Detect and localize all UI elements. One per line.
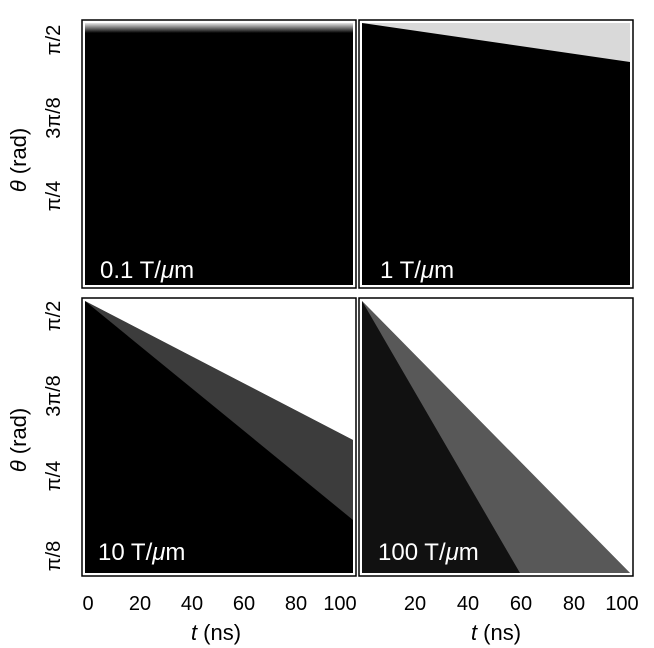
y-tick-label-bottom-pi-over-8: π/8 (43, 541, 65, 571)
panel-2-gray-wedge (85, 301, 353, 520)
x-tick-label-left-100: 100 (323, 593, 356, 615)
y-tick-label-bottom-pi-over-2: π/2 (43, 301, 65, 331)
x-tick-label-left-20: 20 (129, 593, 151, 615)
panel-3-label: 100 T/μm (378, 539, 479, 566)
y-tick-label-top-3pi-over-8: 3π/8 (43, 97, 65, 139)
panel-3-frame (358, 297, 634, 577)
y-axis-title-bottom: θ (rad) (6, 408, 31, 473)
panel-2: 10 T/μm (81, 297, 357, 577)
y-tick-label-bottom-3pi-over-8: 3π/8 (43, 375, 65, 417)
panel-0-heatmap (85, 23, 353, 285)
x-tick-label-right-80: 80 (563, 593, 585, 615)
y-tick-label-top-pi-over-4: π/4 (43, 181, 65, 211)
panel-2-frame (81, 297, 357, 577)
panel-1-frame (358, 19, 634, 289)
y-tick-label-bottom-pi-over-4: π/4 (43, 461, 65, 491)
panel-0: 0.1 T/μm (81, 19, 357, 289)
panel-1-heatmap (362, 23, 630, 285)
x-tick-label-left-0: 0 (82, 593, 93, 615)
x-tick-label-right-40: 40 (457, 593, 479, 615)
panel-0-frame (81, 19, 357, 289)
panel-1-label: 1 T/μm (380, 257, 454, 284)
x-tick-label-left-60: 60 (233, 593, 255, 615)
panel-3-gray-wedge (362, 301, 630, 573)
x-tick-label-right-100: 100 (605, 593, 638, 615)
panel-1-bright-wedge (362, 23, 630, 62)
x-tick-label-left-40: 40 (181, 593, 203, 615)
panel-3: 100 T/μm (358, 297, 634, 577)
panel-0-label: 0.1 T/μm (100, 257, 194, 284)
panel-1: 1 T/μm (358, 19, 634, 289)
x-tick-label-right-20: 20 (404, 593, 426, 615)
x-axis-title-left: t (ns) (191, 620, 241, 645)
panel-2-label: 10 T/μm (98, 539, 185, 566)
y-tick-label-top-pi-over-2: π/2 (43, 25, 65, 55)
x-tick-label-right-60: 60 (510, 593, 532, 615)
panel-0-bright-edge (85, 23, 353, 33)
y-axis-title-top: θ (rad) (6, 128, 31, 193)
x-axis-title-right: t (ns) (471, 620, 521, 645)
x-tick-label-left-80: 80 (285, 593, 307, 615)
